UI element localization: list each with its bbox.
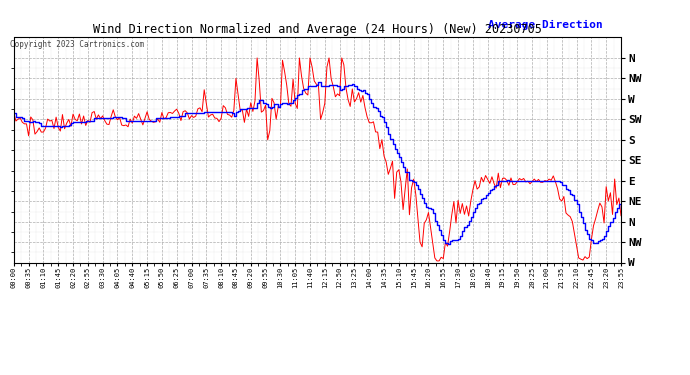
Title: Wind Direction Normalized and Average (24 Hours) (New) 20230705: Wind Direction Normalized and Average (2… bbox=[93, 23, 542, 36]
Text: Copyright 2023 Cartronics.com: Copyright 2023 Cartronics.com bbox=[10, 40, 144, 49]
Text: Average Direction: Average Direction bbox=[488, 20, 603, 30]
